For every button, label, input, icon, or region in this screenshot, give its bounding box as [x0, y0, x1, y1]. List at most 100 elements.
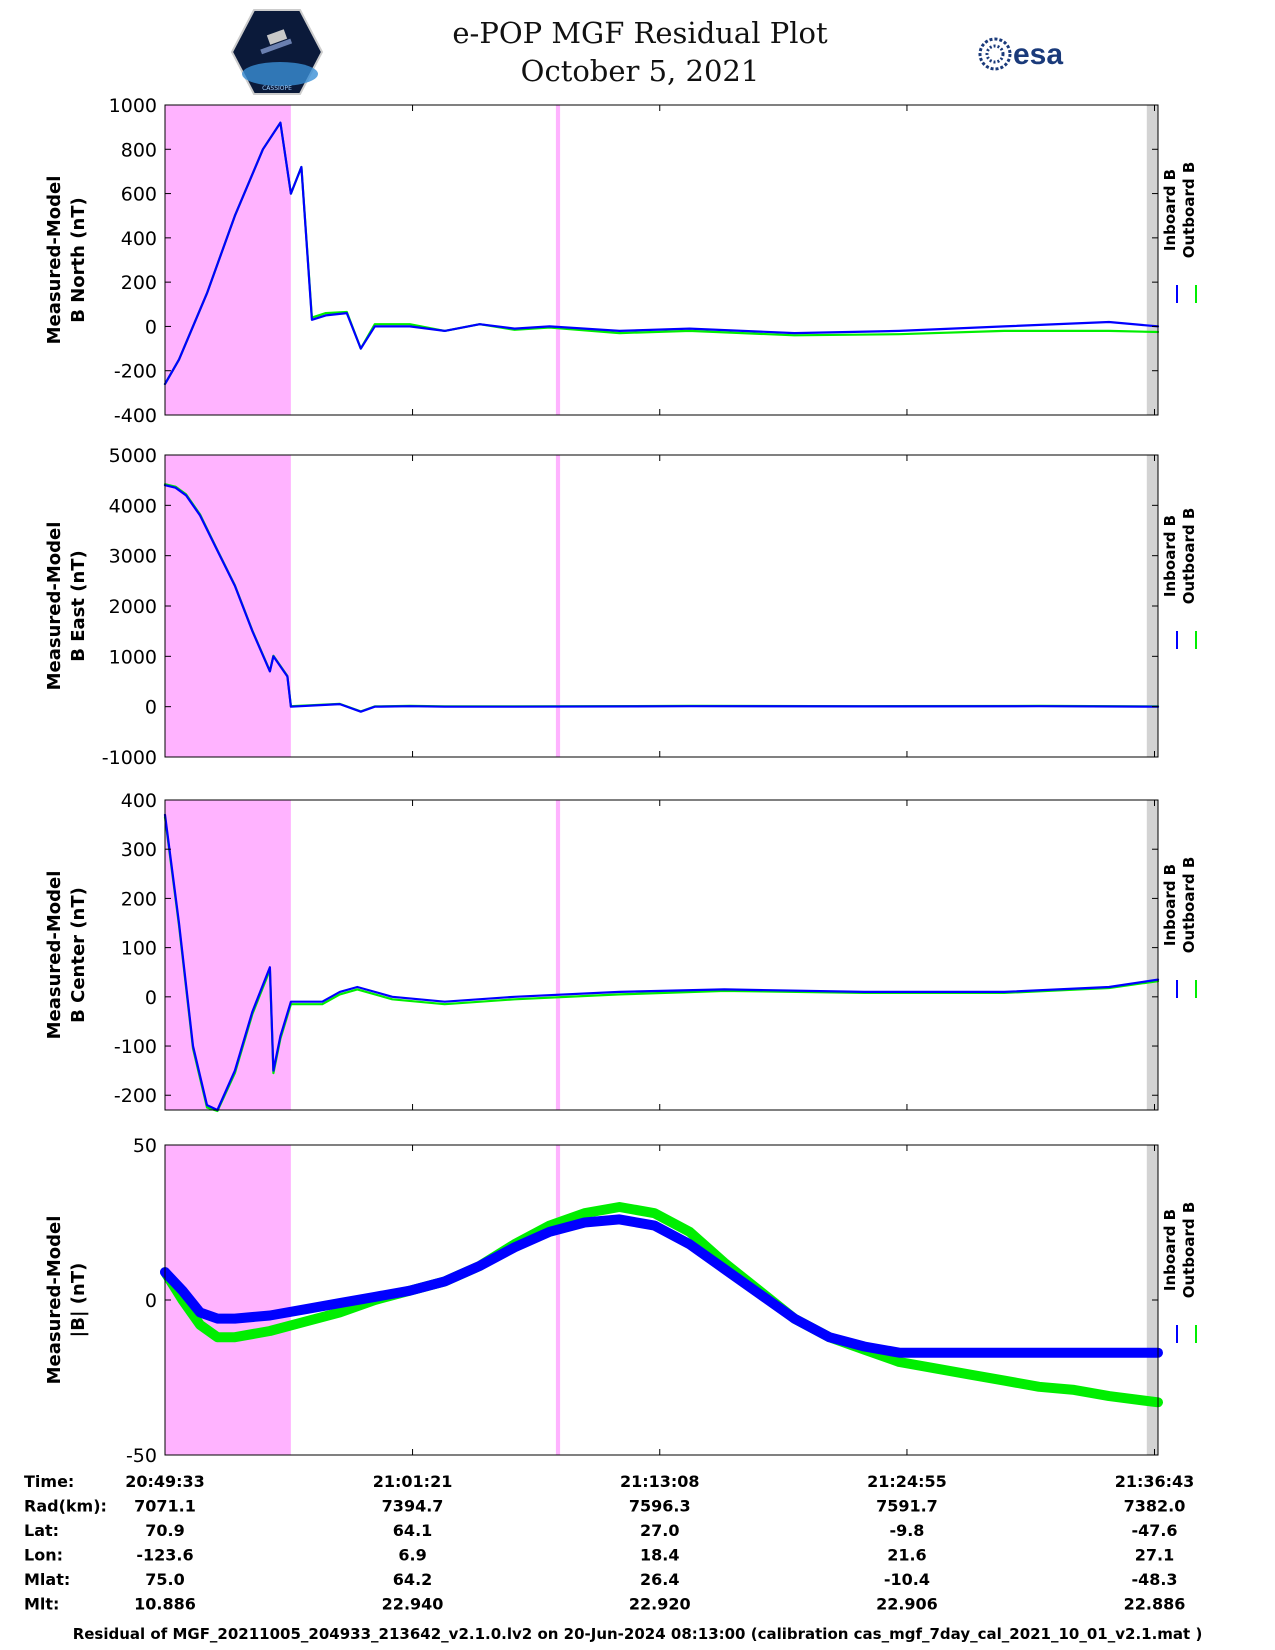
orbit-value: 6.9: [398, 1546, 426, 1565]
title-line-2: October 5, 2021: [520, 54, 760, 88]
shade-magenta-1: [555, 105, 561, 415]
orbit-value: 7596.3: [629, 1497, 691, 1516]
series-line-inboard: [163, 121, 1160, 386]
orbit-value: 22.940: [382, 1595, 444, 1614]
plot-frame: [164, 104, 1159, 416]
x-tick-label: 20:49:33: [125, 1472, 205, 1491]
y-tick-label: 0: [145, 987, 157, 1009]
y-tick-label: 600: [121, 184, 157, 206]
y-tick-label: 2000: [109, 596, 157, 618]
legend: Inboard BOutboard B: [1161, 857, 1198, 954]
orbit-value: -123.6: [136, 1546, 193, 1565]
series-line-inboard: [160, 1214, 1163, 1358]
shade-magenta-1: [555, 1145, 561, 1455]
x-tick-label: 21:01:21: [373, 1472, 453, 1491]
shade-magenta-0: [165, 800, 291, 1110]
y-tick-label: 400: [121, 790, 157, 812]
orbit-row-label: Mlat:: [24, 1570, 70, 1589]
y-axis-label: Measured-Model |B| (nT): [44, 1216, 89, 1385]
esa-logo-text: esa: [1013, 38, 1063, 71]
y-tick-label: 3000: [109, 546, 157, 568]
legend-inboard-label: Inboard B: [1161, 169, 1179, 251]
shade-magenta-1: [555, 455, 561, 757]
orbit-value: 26.4: [640, 1570, 679, 1589]
y-tick-label: -1000: [102, 747, 157, 769]
x-tick-label: 21:13:08: [620, 1472, 700, 1491]
orbit-value: 27.0: [640, 1521, 679, 1540]
cassiope-logo: CASSIOPE: [230, 9, 324, 95]
y-tick-label: 200: [121, 888, 157, 910]
legend-inboard-label: Inboard B: [1161, 515, 1179, 597]
y-tick-label: 800: [121, 139, 157, 161]
legend-outboard-label: Outboard B: [1180, 857, 1198, 954]
footer-caption: Residual of MGF_20211005_204933_213642_v…: [72, 1625, 1203, 1643]
plot-frame: [164, 454, 1159, 758]
legend: Inboard BOutboard B: [1161, 162, 1198, 259]
esa-logo: esa: [978, 37, 1063, 71]
orbit-value: 18.4: [640, 1546, 679, 1565]
y-tick-label: 0: [145, 1290, 157, 1312]
series-line-inboard: [163, 484, 1160, 713]
y-axis-label-line: B North (nT): [68, 197, 89, 323]
y-tick-label: 400: [121, 228, 157, 250]
series-line-outboard: [163, 121, 1160, 386]
shade-gray-0: [1146, 105, 1158, 415]
orbit-value: 10.886: [134, 1595, 196, 1614]
orbit-row-label: Mlt:: [24, 1595, 59, 1614]
plot-frame: [164, 1144, 1159, 1456]
legend: Inboard BOutboard B: [1161, 1202, 1198, 1299]
y-axis-label-line: Measured-Model: [44, 176, 65, 345]
orbit-row-label: Time:: [24, 1472, 74, 1491]
legend-outboard-label: Outboard B: [1180, 162, 1198, 259]
shade-gray-0: [1146, 800, 1158, 1110]
y-tick-label: 1000: [109, 646, 157, 668]
series-line-inboard: [163, 813, 1160, 1112]
orbit-value: 22.920: [629, 1595, 691, 1614]
legend-outboard-label: Outboard B: [1180, 1202, 1198, 1299]
panel-2: 5000 4000 3000 2000 1000 0 -1000 Measured-Model…: [44, 445, 1198, 769]
orbit-value: 7591.7: [876, 1497, 938, 1516]
legend-inboard-label: Inboard B: [1161, 864, 1179, 946]
orbit-value: -47.6: [1131, 1521, 1177, 1540]
plot-frame: [164, 799, 1159, 1111]
y-axis-label-line: Measured-Model: [44, 871, 65, 1040]
legend: Inboard BOutboard B: [1161, 508, 1198, 605]
orbit-value: 75.0: [145, 1570, 184, 1589]
series-line-outboard: [163, 483, 1160, 713]
orbit-value: 7394.7: [382, 1497, 444, 1516]
orbit-value: 7071.1: [134, 1497, 196, 1516]
y-tick-label: 0: [145, 316, 157, 338]
panel-4: 50 0 -50 Measured-Model |B| (nT) Inboard BOut…: [44, 1135, 1198, 1467]
cassiope-logo-text: CASSIOPE: [262, 85, 292, 92]
orbit-row-label: Rad(km):: [24, 1497, 107, 1516]
y-tick-label: 5000: [109, 445, 157, 467]
panel-1: 1000 800 600 400 200 0 -200 -400 Measured-Model B…: [44, 95, 1198, 427]
y-axis-label-line: |B| (nT): [68, 1263, 89, 1338]
orbit-value: 70.9: [145, 1521, 184, 1540]
y-tick-label: -100: [114, 1036, 157, 1058]
legend-inboard-label: Inboard B: [1161, 1209, 1179, 1291]
orbit-value: 22.886: [1124, 1595, 1186, 1614]
y-tick-label: 1000: [109, 95, 157, 117]
y-axis-label: Measured-Model B North (nT): [44, 176, 89, 345]
shade-magenta-0: [165, 455, 291, 757]
title-line-1: e-POP MGF Residual Plot: [452, 16, 828, 50]
y-axis-label: Measured-Model B East (nT): [44, 522, 89, 691]
y-axis-label-line: Measured-Model: [44, 522, 65, 691]
series-line-outboard: [163, 816, 1160, 1113]
y-axis-label: Measured-Model B Center (nT): [44, 871, 89, 1040]
y-axis-label-line: Measured-Model: [44, 1216, 65, 1385]
y-axis-label-line: B Center (nT): [68, 887, 89, 1023]
orbit-value: -10.4: [884, 1570, 930, 1589]
y-tick-label: 100: [121, 938, 157, 960]
y-tick-label: 0: [145, 697, 157, 719]
y-tick-label: 200: [121, 272, 157, 294]
shade-magenta-1: [555, 800, 561, 1110]
y-tick-label: -50: [126, 1445, 157, 1467]
y-axis-label-line: B East (nT): [68, 550, 89, 662]
y-tick-label: -400: [114, 405, 157, 427]
series-line-outboard: [160, 1202, 1163, 1408]
x-tick-label: 21:24:55: [867, 1472, 947, 1491]
orbit-row-label: Lat:: [24, 1521, 59, 1540]
